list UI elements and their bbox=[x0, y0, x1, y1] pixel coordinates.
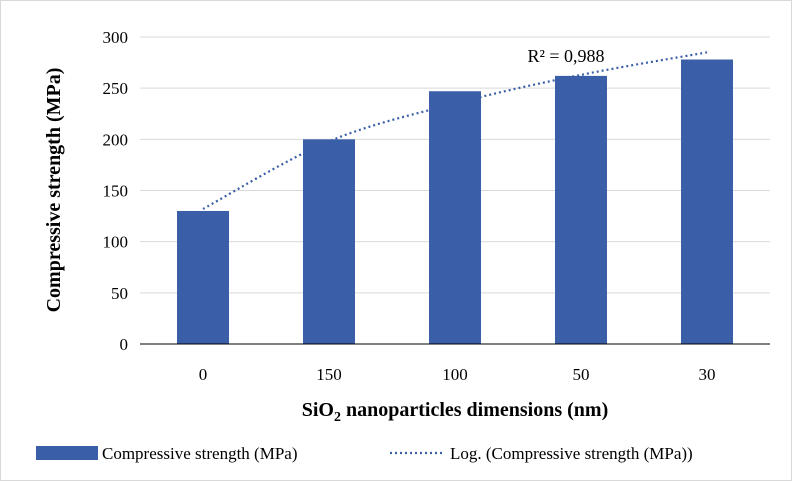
trendline bbox=[202, 51, 708, 210]
bar bbox=[681, 59, 733, 344]
y-tick-label: 50 bbox=[111, 284, 128, 303]
bar bbox=[555, 75, 607, 345]
legend: Compressive strength (MPa) Log. (Compres… bbox=[36, 444, 693, 463]
y-axis-title: Compressive strength (MPa) bbox=[43, 68, 65, 313]
x-tick-label: 0 bbox=[199, 365, 208, 384]
y-tick-label: 250 bbox=[103, 79, 129, 98]
y-tick-label: 200 bbox=[103, 130, 129, 149]
x-axis-title: SiO2 nanoparticles dimensions (nm) bbox=[302, 399, 609, 425]
x-tick-label: 50 bbox=[573, 365, 590, 384]
y-tick-label: 300 bbox=[103, 28, 129, 47]
y-tick-label: 0 bbox=[120, 335, 129, 354]
bar bbox=[303, 139, 355, 344]
gridlines bbox=[140, 36, 770, 294]
y-tick-label: 100 bbox=[103, 233, 129, 252]
x-tick-labels: 0 150 100 50 30 bbox=[199, 365, 716, 384]
legend-trendline-label: Log. (Compressive strength (MPa)) bbox=[450, 444, 693, 463]
x-tick-label: 150 bbox=[316, 365, 342, 384]
legend-bar-label: Compressive strength (MPa) bbox=[102, 444, 297, 463]
bar bbox=[177, 210, 229, 344]
r-squared-annotation: R² = 0,988 bbox=[527, 46, 604, 66]
y-tick-label: 150 bbox=[103, 182, 129, 201]
legend-bar-swatch bbox=[36, 446, 98, 460]
x-tick-label: 30 bbox=[699, 365, 716, 384]
x-tick-label: 100 bbox=[442, 365, 468, 384]
bar bbox=[429, 91, 481, 344]
y-tick-labels: 0 50 100 150 200 250 300 bbox=[103, 28, 129, 354]
bars bbox=[177, 59, 733, 345]
